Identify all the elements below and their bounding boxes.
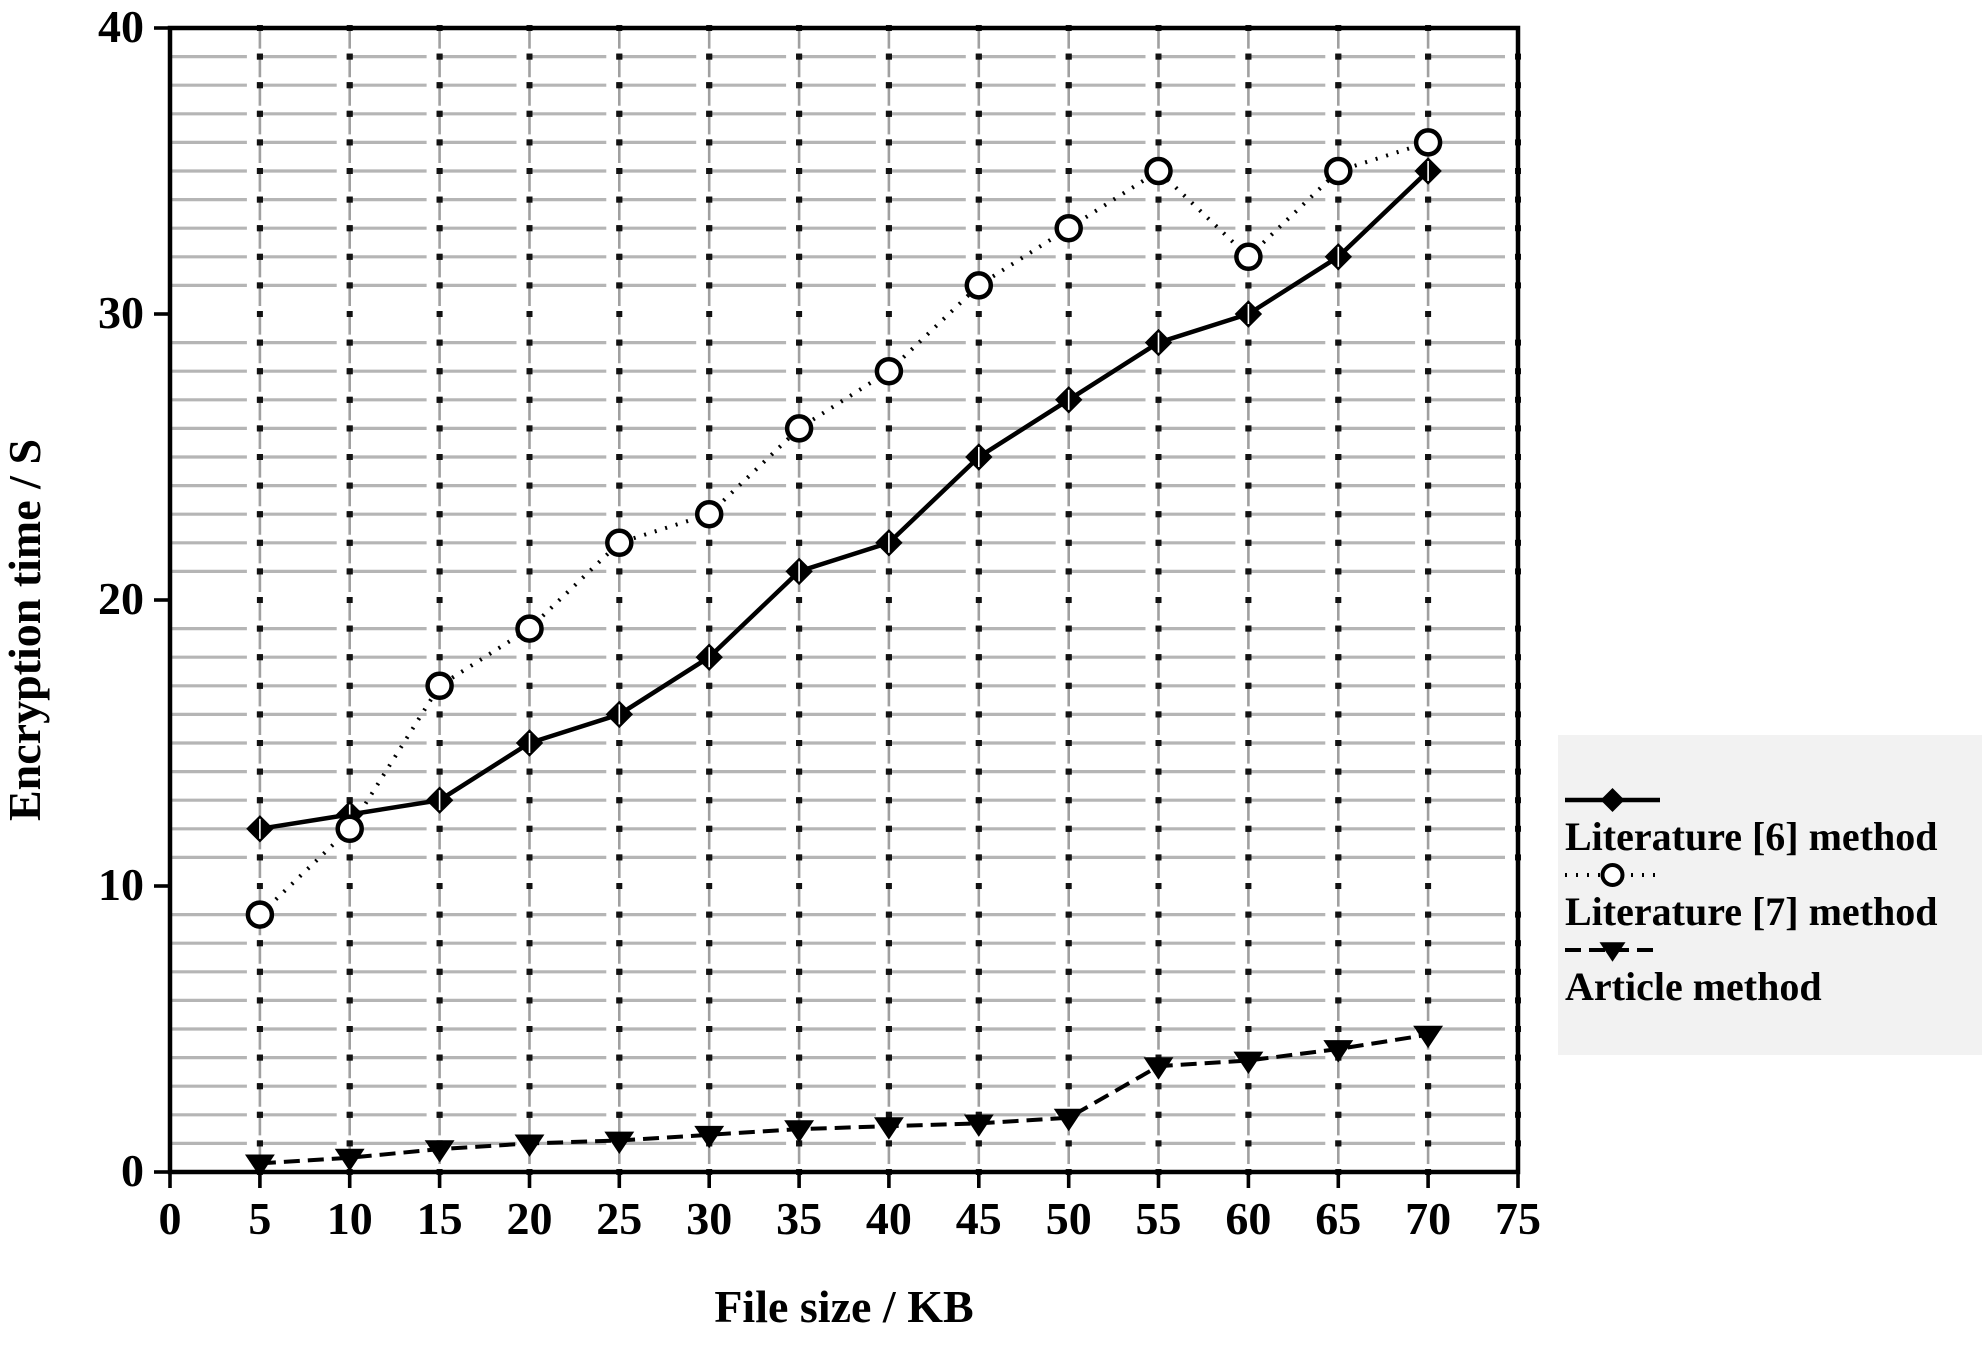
svg-text:35: 35 — [776, 1193, 822, 1244]
svg-text:0: 0 — [121, 1145, 144, 1196]
svg-text:55: 55 — [1136, 1193, 1182, 1244]
svg-text:75: 75 — [1495, 1193, 1541, 1244]
svg-text:10: 10 — [98, 859, 144, 910]
svg-text:File size / KB: File size / KB — [714, 1281, 973, 1332]
svg-text:40: 40 — [98, 1, 144, 52]
svg-text:0: 0 — [159, 1193, 182, 1244]
svg-text:30: 30 — [686, 1193, 732, 1244]
svg-text:10: 10 — [327, 1193, 373, 1244]
svg-text:70: 70 — [1405, 1193, 1451, 1244]
svg-text:65: 65 — [1315, 1193, 1361, 1244]
svg-text:25: 25 — [596, 1193, 642, 1244]
svg-text:30: 30 — [98, 287, 144, 338]
svg-text:60: 60 — [1225, 1193, 1271, 1244]
svg-text:Encryption time / S: Encryption time / S — [0, 439, 50, 821]
svg-text:5: 5 — [248, 1193, 271, 1244]
svg-text:Article method: Article method — [1565, 964, 1822, 1009]
svg-text:15: 15 — [417, 1193, 463, 1244]
svg-text:20: 20 — [507, 1193, 553, 1244]
svg-text:Literature [6] method: Literature [6] method — [1565, 814, 1938, 859]
svg-text:Literature [7] method: Literature [7] method — [1565, 889, 1938, 934]
svg-text:45: 45 — [956, 1193, 1002, 1244]
svg-text:20: 20 — [98, 573, 144, 624]
svg-text:50: 50 — [1046, 1193, 1092, 1244]
svg-text:40: 40 — [866, 1193, 912, 1244]
